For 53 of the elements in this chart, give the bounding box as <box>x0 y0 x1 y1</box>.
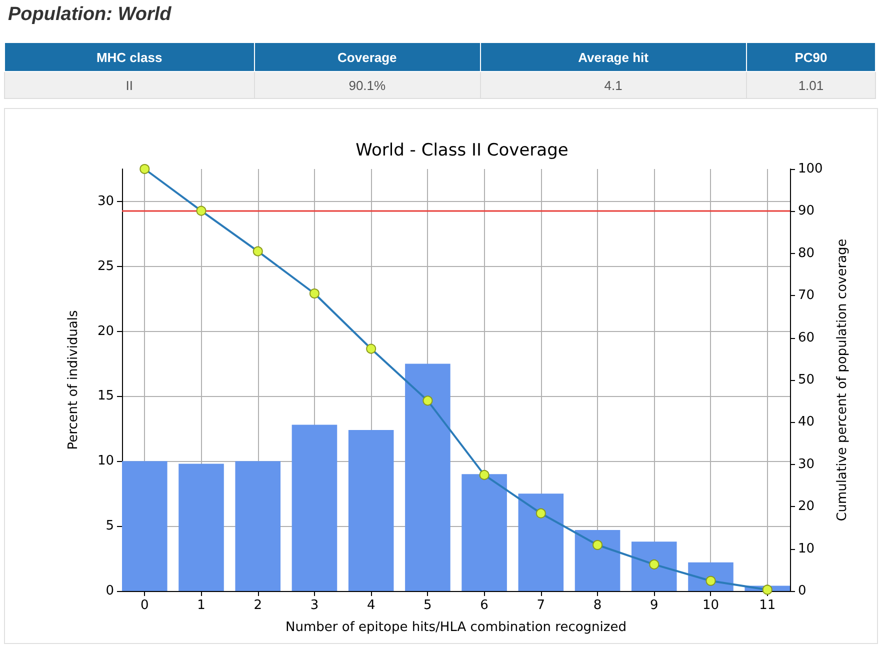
x-tick-label: 3 <box>310 598 319 613</box>
bar <box>178 464 224 591</box>
text: PC90 <box>746 42 876 72</box>
bar <box>631 542 677 591</box>
text: Population: World <box>8 4 172 26</box>
chart-title: World - Class II Coverage <box>356 140 568 160</box>
y-tick-label: 30 <box>97 194 114 209</box>
x-tick-label: 11 <box>759 598 776 613</box>
text: 90.1% <box>254 72 480 98</box>
y-tick-label: 20 <box>97 324 114 339</box>
bar <box>122 461 168 591</box>
y2-tick-label: 70 <box>798 288 815 304</box>
x-tick-label: 6 <box>480 598 488 613</box>
bar <box>348 430 394 591</box>
y2-tick-label: 20 <box>798 499 815 514</box>
y2-tick-label: 0 <box>798 584 806 598</box>
y2-tick-label: 90 <box>798 204 815 219</box>
y-tick-label: 10 <box>97 454 114 469</box>
text: Average hit <box>480 42 746 72</box>
x-tick-label: 1 <box>197 598 206 613</box>
y-tick-label: 5 <box>106 518 114 534</box>
y-tick-label: 0 <box>106 584 114 598</box>
y-axis-title: Percent of individuals <box>66 310 81 450</box>
x-tick-label: 8 <box>593 598 602 613</box>
y2-tick-label: 50 <box>798 372 815 388</box>
x-tick-label: 7 <box>536 598 546 613</box>
y-tick-label: 15 <box>97 388 114 404</box>
x-tick-label: 2 <box>254 598 262 613</box>
y2-tick-label: 60 <box>798 330 815 346</box>
y2-tick-label: 40 <box>798 414 815 430</box>
bar <box>518 494 564 591</box>
x-tick-label: 0 <box>140 598 149 613</box>
x-tick-label: 5 <box>424 598 432 613</box>
bar <box>292 424 338 591</box>
x-tick-label: 4 <box>366 598 376 613</box>
text: 1.01 <box>746 72 876 98</box>
y-tick-label: 25 <box>97 258 114 274</box>
y2-tick-label: 10 <box>798 541 815 556</box>
x-tick-label: 9 <box>650 598 658 613</box>
y2-tick-label: 80 <box>798 246 815 261</box>
text: II <box>4 72 254 98</box>
x-tick-label: 10 <box>702 598 720 613</box>
y2-tick-label: 100 <box>798 162 823 176</box>
bar <box>235 461 281 591</box>
text: MHC class <box>4 42 254 72</box>
bar <box>462 474 507 591</box>
x-axis-title: Number of epitope hits/HLA combination recognized <box>286 620 626 635</box>
text: 4.1 <box>480 72 746 98</box>
bar <box>405 364 450 591</box>
y2-axis-title: Cumulative percent of population coverage <box>835 238 850 522</box>
bar <box>574 530 620 591</box>
text: Coverage <box>254 42 480 72</box>
y2-tick-label: 30 <box>798 456 815 472</box>
